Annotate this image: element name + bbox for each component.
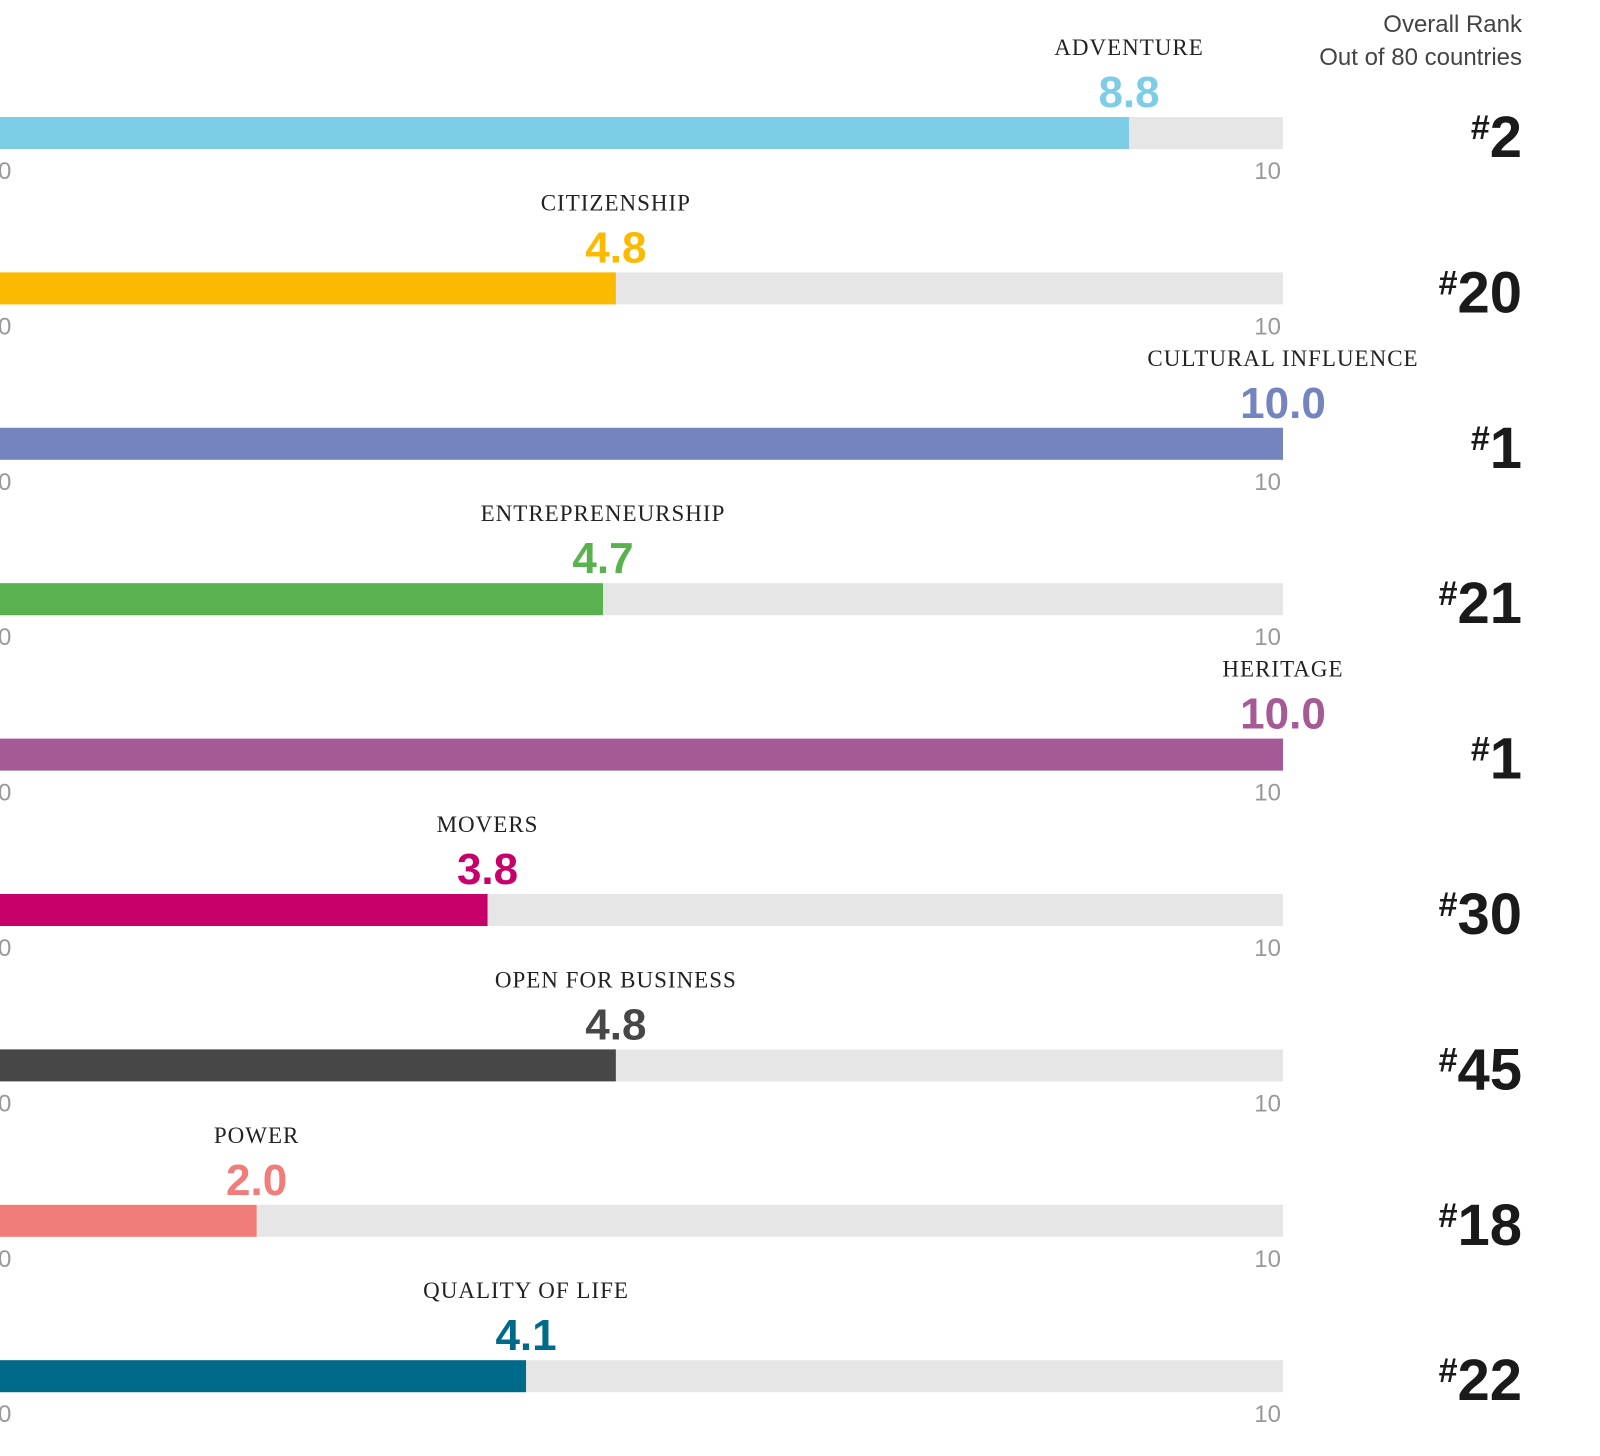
- rank: #20: [1439, 260, 1522, 325]
- bar: [0, 272, 616, 305]
- rank-subheader: Out of 80 countries: [1319, 44, 1522, 71]
- value-label: 10.0: [1240, 379, 1326, 428]
- rank-value: 22: [1457, 1348, 1522, 1413]
- category-label: QUALITY OF LIFE: [423, 1278, 629, 1303]
- rank: #18: [1439, 1193, 1522, 1258]
- x-tick-label: 10: [1254, 780, 1281, 807]
- rank: #2: [1471, 105, 1522, 170]
- value-label: 4.8: [585, 1000, 646, 1049]
- rank-value: 1: [1490, 727, 1522, 792]
- x-tick-label: 10: [1254, 624, 1281, 651]
- rank: #21: [1439, 571, 1522, 636]
- bar: [0, 1049, 616, 1082]
- rank-prefix: #: [1471, 731, 1490, 769]
- rank: #45: [1439, 1037, 1522, 1102]
- value-label: 4.8: [585, 223, 646, 272]
- x-tick-label: 0: [0, 624, 11, 651]
- value-label: 10.0: [1240, 690, 1326, 739]
- x-tick-label: 10: [1254, 935, 1281, 962]
- category-label: HERITAGE: [1222, 657, 1343, 682]
- rank-value: 20: [1457, 260, 1522, 325]
- x-tick-label: 0: [0, 1090, 11, 1117]
- rank-prefix: #: [1439, 1352, 1458, 1390]
- bar: [0, 894, 488, 926]
- bar: [0, 738, 1283, 771]
- x-tick-label: 0: [0, 1401, 11, 1428]
- category-label: ADVENTURE: [1054, 35, 1204, 60]
- category-label: ENTREPRENEURSHIP: [481, 501, 726, 526]
- rank: #30: [1439, 882, 1522, 947]
- x-tick-label: 0: [0, 469, 11, 496]
- rank-prefix: #: [1439, 1041, 1458, 1079]
- category-label: POWER: [214, 1123, 300, 1148]
- rank-value: 21: [1457, 571, 1522, 636]
- value-label: 4.1: [495, 1311, 556, 1360]
- x-tick-label: 0: [0, 313, 11, 340]
- x-tick-label: 10: [1254, 1090, 1281, 1117]
- x-tick-label: 0: [0, 158, 11, 185]
- bar: [0, 1360, 527, 1393]
- bar: [0, 1204, 257, 1237]
- rank-prefix: #: [1439, 575, 1458, 613]
- x-tick-label: 10: [1254, 158, 1281, 185]
- rank-prefix: #: [1471, 109, 1490, 147]
- rank-header: Overall Rank: [1383, 11, 1523, 38]
- rank-prefix: #: [1439, 264, 1458, 302]
- rank-value: 2: [1490, 105, 1522, 170]
- rank-prefix: #: [1439, 1197, 1458, 1235]
- rank: #1: [1471, 416, 1522, 481]
- value-label: 4.7: [572, 534, 633, 583]
- rank: #1: [1471, 727, 1522, 792]
- value-label: 2.0: [226, 1156, 287, 1205]
- x-tick-label: 10: [1254, 1246, 1281, 1273]
- value-label: 3.8: [457, 845, 518, 894]
- rank-prefix: #: [1439, 886, 1458, 924]
- rank-value: 1: [1490, 416, 1522, 481]
- x-tick-label: 10: [1254, 469, 1281, 496]
- x-tick-label: 0: [0, 1246, 11, 1273]
- category-label: CITIZENSHIP: [541, 190, 691, 215]
- category-label: OPEN FOR BUSINESS: [495, 967, 737, 992]
- rank-value: 45: [1457, 1037, 1522, 1102]
- rank-prefix: #: [1471, 420, 1490, 458]
- category-label: MOVERS: [437, 812, 539, 837]
- bar: [0, 583, 604, 616]
- category-label: CULTURAL INFLUENCE: [1147, 346, 1418, 371]
- x-tick-label: 10: [1254, 313, 1281, 340]
- bar: [0, 117, 1130, 149]
- x-tick-label: 10: [1254, 1401, 1281, 1428]
- rank: #22: [1439, 1348, 1522, 1413]
- x-tick-label: 0: [0, 935, 11, 962]
- x-tick-label: 0: [0, 780, 11, 807]
- rank-value: 18: [1457, 1193, 1522, 1258]
- value-label: 8.8: [1098, 68, 1159, 117]
- bar: [0, 427, 1283, 460]
- rank-value: 30: [1457, 882, 1522, 947]
